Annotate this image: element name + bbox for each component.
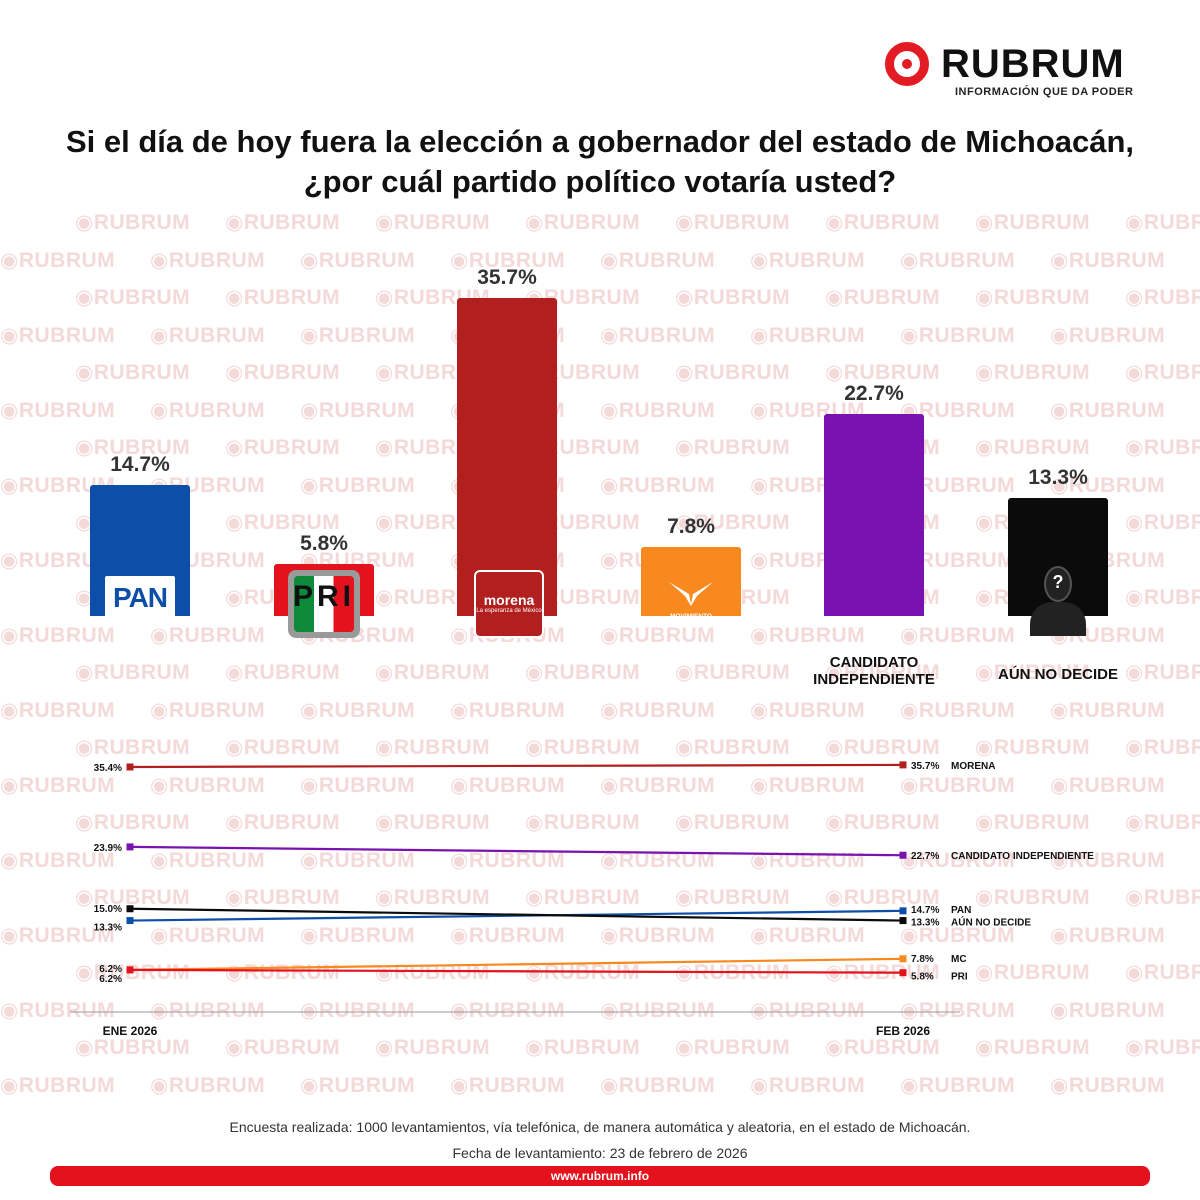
- rubrum-ring-icon: [885, 42, 929, 86]
- watermark-row: ◉RUBRUM◉RUBRUM◉RUBRUM◉RUBRUM◉RUBRUM◉RUBR…: [0, 773, 1166, 797]
- watermark-row: ◉RUBRUM◉RUBRUM◉RUBRUM◉RUBRUM◉RUBRUM◉RUBR…: [75, 661, 1200, 684]
- pri-logo: PRI: [288, 570, 360, 638]
- watermark-row: ◉RUBRUM◉RUBRUM◉RUBRUM◉RUBRUM◉RUBRUM◉RUBR…: [75, 211, 1200, 234]
- series-line-morena: [129, 763, 904, 769]
- end-value-label: 22.7%: [911, 851, 939, 862]
- series-name-label: PRI: [951, 972, 968, 983]
- bar-value-label: 14.7%: [110, 453, 170, 477]
- watermark-row: ◉RUBRUM◉RUBRUM◉RUBRUM◉RUBRUM◉RUBRUM◉RUBR…: [75, 886, 1200, 909]
- series-name-label: CANDIDATO INDEPENDIENTE: [951, 851, 1094, 862]
- series-line-pri: [129, 968, 904, 974]
- pri-logo-text: PRI: [292, 580, 355, 613]
- end-value-label: 7.8%: [911, 954, 934, 965]
- person-body: [1030, 602, 1086, 636]
- x-tick-label: ENE 2026: [103, 1024, 158, 1038]
- category-label-undecided: AÚN NO DECIDE: [997, 666, 1118, 683]
- watermark-row: ◉RUBRUM◉RUBRUM◉RUBRUM◉RUBRUM◉RUBRUM◉RUBR…: [0, 998, 1166, 1022]
- point-end-pri: [899, 969, 907, 977]
- pan-logo-text: PAN: [112, 582, 168, 613]
- bar-candidato-independiente: [824, 413, 924, 616]
- bar-value-label: 13.3%: [1028, 465, 1088, 489]
- watermark-row: ◉RUBRUM◉RUBRUM◉RUBRUM◉RUBRUM◉RUBRUM◉RUBR…: [75, 811, 1200, 834]
- pri-flag-colors: [294, 576, 354, 632]
- x-tick-label: FEB 2026: [876, 1024, 930, 1038]
- watermark-row: ◉RUBRUM◉RUBRUM◉RUBRUM◉RUBRUM◉RUBRUM◉RUBR…: [75, 286, 1200, 309]
- series-line-mc: [129, 957, 904, 972]
- bar-chart: 14.7% 5.8% 35.7% 7.8% 22.7% 13.3% PAN PRI morena…: [90, 266, 1118, 688]
- point-end-aun-no-decide: [899, 917, 907, 925]
- end-value-label: 35.7%: [911, 761, 939, 772]
- series-name-label: MORENA: [951, 761, 995, 772]
- point-start-morena: [126, 763, 134, 771]
- start-value-label: 35.4%: [94, 763, 122, 774]
- methodology-note: Encuesta realizada: 1000 levantamientos,…: [229, 1119, 971, 1135]
- series-name-label: PAN: [951, 905, 971, 916]
- pan-logo: PAN: [105, 576, 175, 624]
- watermark-row: ◉RUBRUM◉RUBRUM◉RUBRUM◉RUBRUM◉RUBRUM◉RUBR…: [0, 923, 1166, 947]
- end-value-label: 14.7%: [911, 905, 939, 916]
- morena-logo: morena La esperanza de México: [474, 570, 544, 638]
- footer-bar: www.rubrum.info: [50, 1166, 1150, 1186]
- survey-date: Fecha de levantamiento: 23 de febrero de…: [452, 1145, 748, 1161]
- point-end-mc: [899, 955, 907, 963]
- bar-value-label: 35.7%: [477, 266, 537, 290]
- point-end-candidato-independiente: [899, 851, 907, 859]
- person-head: [1044, 566, 1072, 602]
- start-value-label: 6.2%: [99, 964, 122, 975]
- mc-eagle-icon: [669, 582, 713, 606]
- chart-title: Si el día de hoy fuera la elección a gob…: [65, 124, 1135, 199]
- mc-logo-text-1: MOVIMIENTO: [670, 613, 712, 620]
- series-line-candidato-independiente: [129, 845, 904, 857]
- undecided-person-icon: ?: [1028, 566, 1088, 636]
- bar-value-label: 7.8%: [667, 514, 715, 538]
- category-label-line: INDEPENDIENTE: [813, 671, 935, 688]
- morena-logo-text: morena: [483, 592, 535, 608]
- trend-line-chart: ENE 2026 FEB 2026 35.4% 35.7% MORENA 23.9% 22.…: [70, 761, 1094, 1038]
- watermark-row: ◉RUBRUM◉RUBRUM◉RUBRUM◉RUBRUM◉RUBRUM◉RUBR…: [75, 1036, 1200, 1059]
- footnote: Encuesta realizada: 1000 levantamientos,…: [0, 1114, 1200, 1166]
- bar-value-label: 5.8%: [300, 532, 348, 556]
- watermark-row: ◉RUBRUM◉RUBRUM◉RUBRUM◉RUBRUM◉RUBRUM◉RUBR…: [0, 248, 1166, 272]
- point-end-morena: [899, 761, 907, 769]
- morena-logo-subtext: La esperanza de México: [476, 608, 542, 614]
- watermark-row: ◉RUBRUM◉RUBRUM◉RUBRUM◉RUBRUM◉RUBRUM◉RUBR…: [0, 1073, 1166, 1097]
- series-name-label: AÚN NO DECIDE: [951, 916, 1031, 929]
- point-start-candidato-independiente: [126, 843, 134, 851]
- watermark-pattern: ◉RUBRUM ◉RUBRUM ◉RUBRUM ◉RUBRUM ◉RUBRUM ◉RUBR…: [0, 200, 1200, 1110]
- mc-logo: MOVIMIENTO CIUDADANO: [663, 578, 719, 636]
- bar-morena: [457, 298, 557, 616]
- point-start-pri: [126, 966, 134, 974]
- start-value-label: 23.9%: [94, 843, 122, 854]
- category-label-line: CANDIDATO: [829, 654, 919, 671]
- point-end-pan: [899, 907, 907, 915]
- point-start-pan: [126, 917, 134, 925]
- rubrum-logo: RUBRUM INFORMACIÓN QUE DA PODER: [885, 40, 1150, 102]
- logo-tagline: INFORMACIÓN QUE DA PODER: [955, 86, 1134, 98]
- series-name-label: MC: [951, 954, 967, 965]
- bar-value-label: 22.7%: [844, 381, 904, 405]
- watermark-row: ◉RUBRUM◉RUBRUM◉RUBRUM◉RUBRUM◉RUBRUM◉RUBR…: [0, 698, 1166, 722]
- start-value-label: 15.0%: [94, 904, 122, 915]
- category-label-independiente: CANDIDATO INDEPENDIENTE: [774, 654, 974, 688]
- logo-text: RUBRUM: [941, 42, 1125, 86]
- watermark-row: ◉RUBRUM◉RUBRUM◉RUBRUM◉RUBRUM◉RUBRUM◉RUBR…: [75, 736, 1200, 759]
- start-value-label: 6.2%: [99, 974, 122, 985]
- series-line-aun-no-decide: [129, 907, 904, 922]
- start-value-label: 13.3%: [94, 923, 122, 934]
- website-link[interactable]: www.rubrum.info: [550, 1169, 650, 1183]
- end-value-label: 13.3%: [911, 918, 939, 929]
- question-mark-icon: ?: [1052, 572, 1064, 592]
- mc-logo-text-2: CIUDADANO: [669, 620, 713, 627]
- end-value-label: 5.8%: [911, 972, 934, 983]
- point-start-aun-no-decide: [126, 905, 134, 913]
